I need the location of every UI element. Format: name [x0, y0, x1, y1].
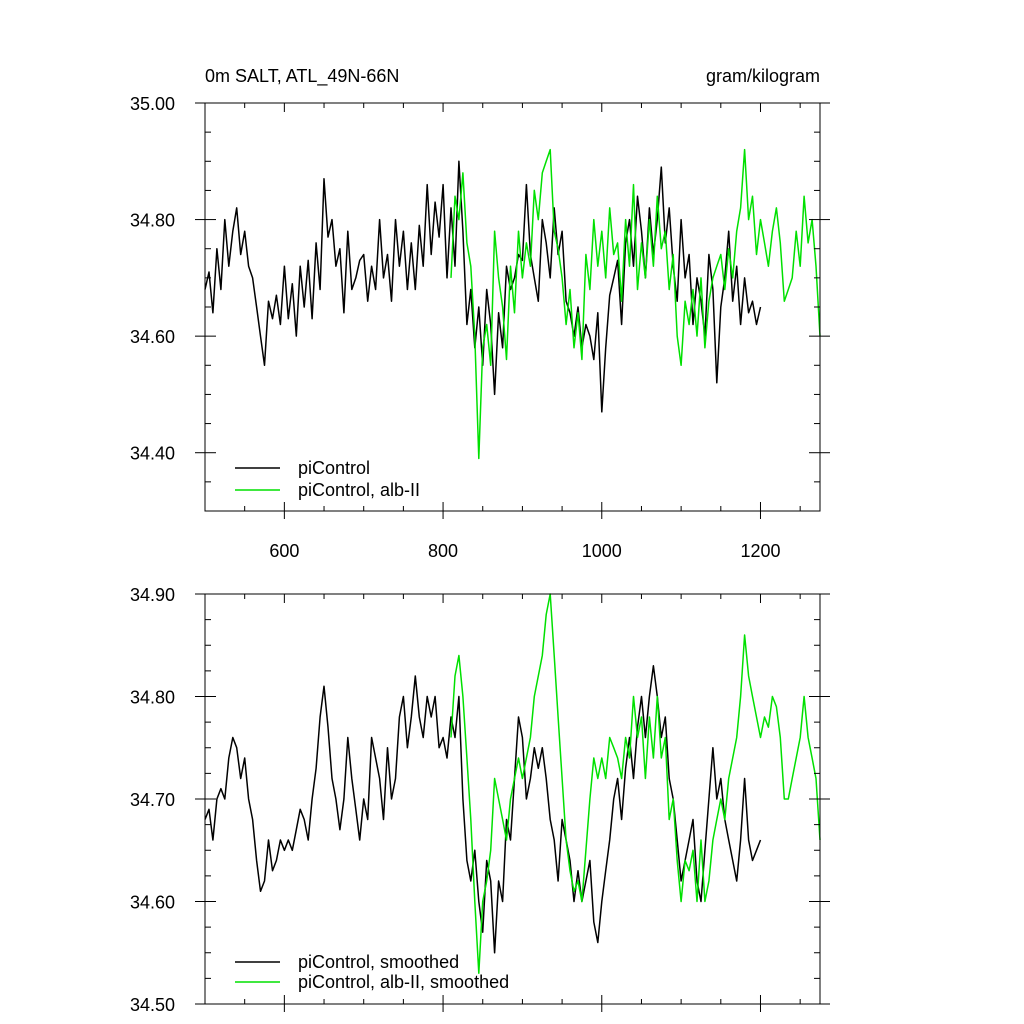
bottom-ticks-layer: 34.50 34.60 34.70 34.80 34.90 — [130, 585, 830, 1015]
bottom-y-tick-label: 34.50 — [130, 995, 175, 1015]
legend-label-alb-ii-smoothed: piControl, alb-II, smoothed — [298, 972, 509, 992]
chart-title: 0m SALT, ATL_49N-66N — [205, 66, 399, 87]
top-y-tick-label: 34.60 — [130, 327, 175, 347]
top-x-tick-label: 800 — [428, 541, 458, 561]
units-label: gram/kilogram — [706, 66, 820, 86]
bottom-series-layer — [204, 593, 821, 974]
top-plot-frame — [204, 102, 821, 512]
bottom-y-tick-label: 34.70 — [130, 790, 175, 810]
bottom-panel: 34.50 34.60 34.70 34.80 34.90 piControl, smo… — [130, 585, 830, 1015]
top-panel: 0m SALT, ATL_49N-66N gram/kilogram 600 80… — [130, 66, 830, 561]
legend-label-alb-ii: piControl, alb-II — [298, 480, 420, 500]
bottom-series-line-alb-ii — [450, 593, 821, 974]
top-y-tick-label: 34.80 — [130, 211, 175, 231]
top-ticks-layer: 600 800 1000 1200 34.40 34.60 34.80 35.00 — [130, 94, 830, 561]
bottom-y-tick-label: 34.80 — [130, 688, 175, 708]
top-y-tick-label: 35.00 — [130, 94, 175, 114]
bottom-plot-frame — [204, 593, 821, 1005]
top-x-tick-label: 600 — [269, 541, 299, 561]
legend-label-picontrol-smoothed: piControl, smoothed — [298, 952, 459, 972]
bottom-series-line-picontrol — [204, 665, 762, 954]
top-series-layer — [204, 148, 821, 460]
top-x-tick-label: 1200 — [740, 541, 780, 561]
bottom-y-tick-label: 34.90 — [130, 585, 175, 605]
top-x-tick-label: 1000 — [582, 541, 622, 561]
top-y-tick-label: 34.40 — [130, 444, 175, 464]
legend-label-picontrol: piControl — [298, 458, 370, 478]
bottom-y-tick-label: 34.60 — [130, 893, 175, 913]
bottom-legend: piControl, smoothed piControl, alb-II, s… — [235, 952, 509, 992]
top-legend: piControl piControl, alb-II — [235, 458, 420, 500]
top-series-line-picontrol — [204, 160, 762, 413]
top-series-line-alb-ii — [450, 148, 821, 460]
